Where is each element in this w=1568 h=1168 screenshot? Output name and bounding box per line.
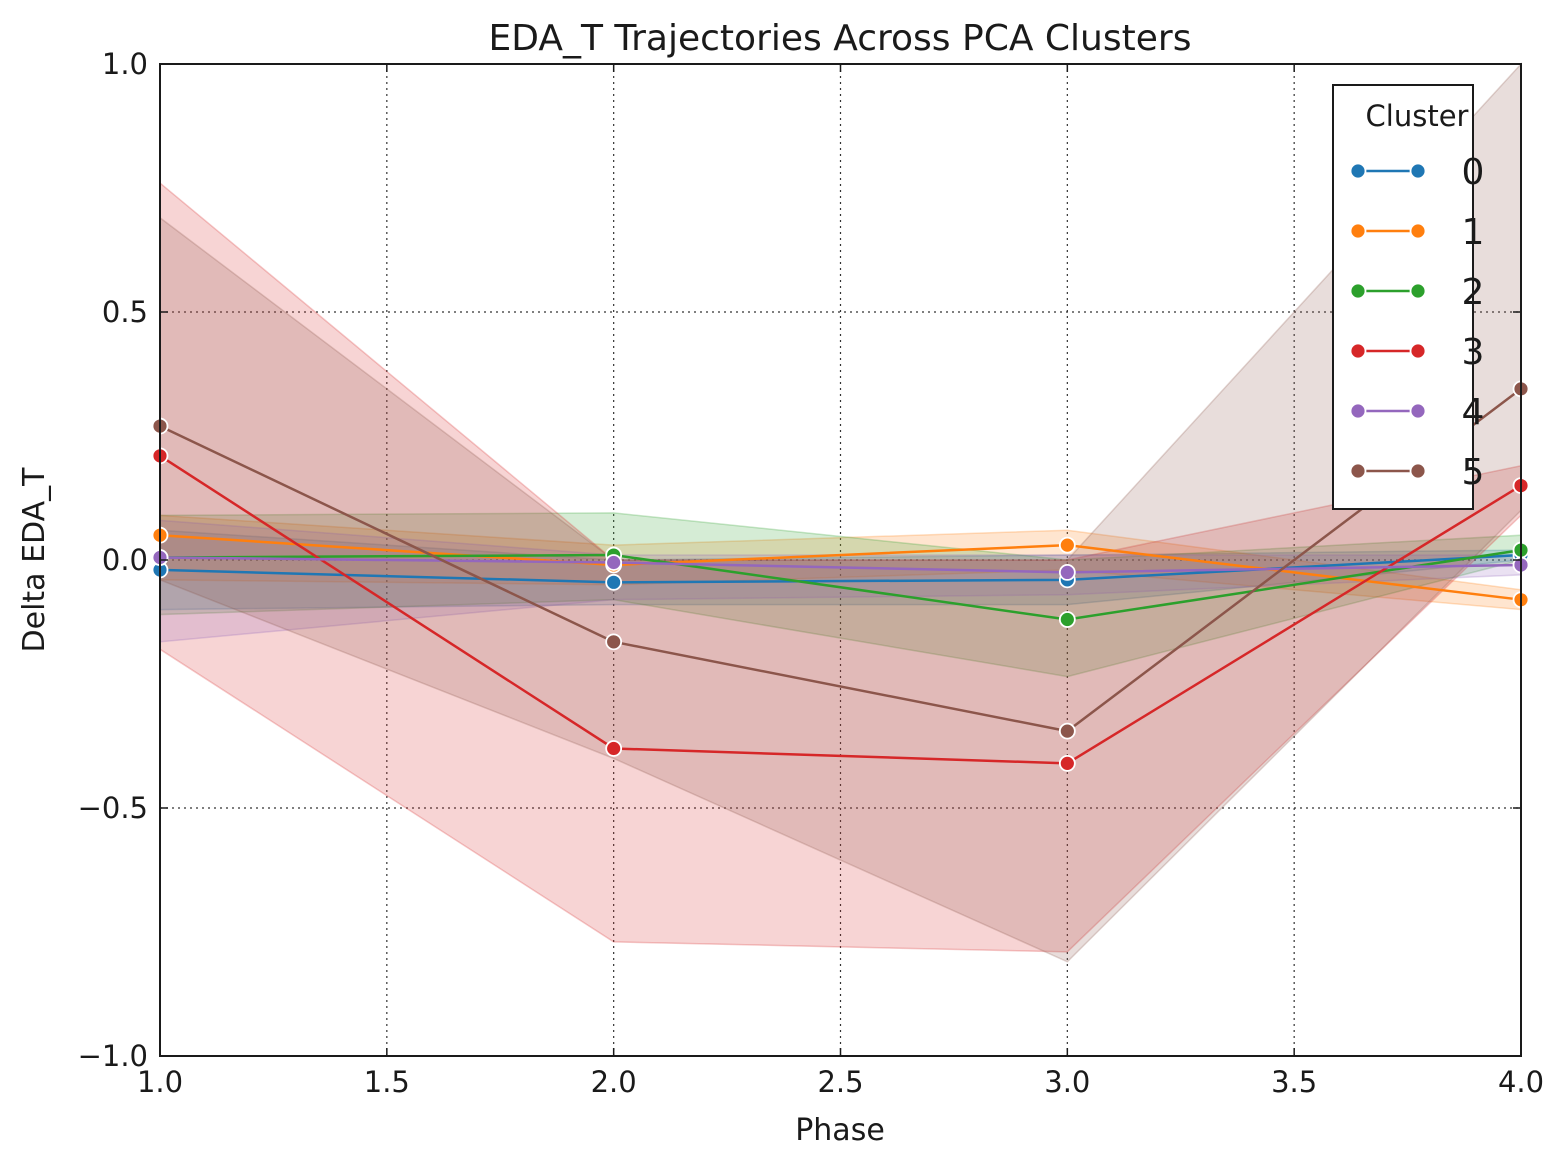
y-axis-ticks: −1.0 −0.5 0.0 0.5 1.0 — [78, 47, 1521, 1073]
x-axis-ticks: 1.0 1.5 2.0 2.5 3.0 3.5 4.0 — [137, 64, 1544, 1099]
y-tick-label: −1.0 — [78, 1039, 148, 1073]
chart-title: EDA_T Trajectories Across PCA Clusters — [489, 18, 1192, 59]
point-cluster-4 — [1058, 564, 1076, 581]
x-tick-label: 1.5 — [364, 1065, 410, 1099]
y-tick-label: 0.5 — [102, 295, 148, 329]
point-cluster-5 — [605, 633, 623, 651]
point-cluster-3 — [605, 740, 623, 757]
x-tick-label: 3.0 — [1044, 1065, 1090, 1099]
legend-marker-cluster-2 — [1409, 282, 1427, 300]
legend-marker-cluster-5 — [1409, 462, 1427, 480]
y-tick-label: −0.5 — [78, 791, 148, 825]
line-cluster-3 — [159, 454, 1522, 765]
legend-label-cluster-0: 0 — [1462, 152, 1485, 193]
legend-marker-cluster-2 — [1349, 282, 1367, 300]
x-tick-label: 2.5 — [817, 1065, 863, 1099]
legend-label-cluster-2: 2 — [1462, 272, 1485, 313]
x-axis-label: Phase — [795, 1113, 885, 1148]
legend-marker-cluster-0 — [1409, 162, 1427, 180]
y-tick-label: 0.0 — [102, 543, 148, 577]
line-cluster-4 — [159, 556, 1522, 574]
legend-label-cluster-4: 4 — [1462, 392, 1485, 433]
legend-label-cluster-3: 3 — [1462, 332, 1485, 373]
legend-marker-cluster-4 — [1409, 402, 1427, 420]
legend-marker-cluster-1 — [1409, 222, 1427, 240]
y-tick-label: 1.0 — [102, 47, 148, 81]
x-tick-label: 4.0 — [1498, 1065, 1544, 1099]
point-cluster-0 — [605, 573, 623, 591]
point-cluster-3 — [1058, 754, 1076, 772]
legend-marker-cluster-1 — [1349, 222, 1367, 240]
point-cluster-2 — [1058, 611, 1076, 628]
legend-label-cluster-5: 5 — [1462, 452, 1485, 493]
legend-marker-cluster-3 — [1349, 342, 1367, 360]
legend-marker-cluster-0 — [1349, 162, 1367, 180]
legend-marker-cluster-5 — [1349, 462, 1367, 480]
legend-marker-cluster-3 — [1409, 342, 1427, 360]
x-tick-label: 1.0 — [137, 1065, 183, 1099]
legend-label-cluster-1: 1 — [1462, 212, 1485, 253]
point-cluster-1 — [1058, 536, 1076, 554]
y-axis-label: Delta EDA_T — [17, 467, 52, 653]
x-tick-label: 3.5 — [1271, 1065, 1317, 1099]
line-cluster-2 — [159, 548, 1522, 621]
line-cluster-1 — [159, 533, 1522, 601]
legend-title: Cluster — [1366, 99, 1469, 133]
series-lines — [159, 387, 1522, 765]
legend-marker-cluster-4 — [1349, 402, 1367, 420]
line-cluster-5 — [159, 387, 1522, 733]
point-cluster-4 — [605, 554, 623, 571]
point-cluster-5 — [1058, 722, 1076, 740]
legend: Cluster 0 1 2 3 4 5 — [1332, 84, 1485, 510]
legend-items: 0 1 2 3 4 5 — [1349, 152, 1485, 493]
x-tick-label: 2.0 — [591, 1065, 637, 1099]
